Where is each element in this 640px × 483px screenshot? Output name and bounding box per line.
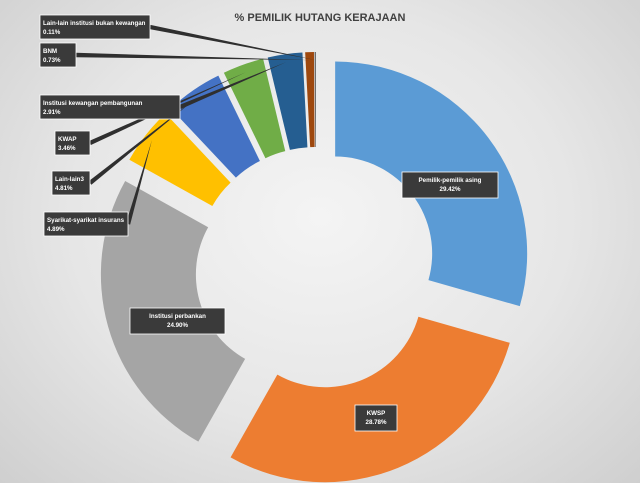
data-label-bnm: BNM 0.73%: [39, 42, 77, 68]
data-label-value: 0.73%: [43, 57, 61, 64]
data-label-name: Pemilik-pemilik asing: [419, 177, 482, 184]
slice-kwap: [223, 58, 286, 159]
data-label-name: Lain-lain institusi bukan kewangan: [43, 20, 146, 27]
slice-syarikat-syarikat-insurans: [129, 113, 231, 207]
slice-kwsp: [230, 316, 510, 483]
leader-line-lain-lain-institusi-bukan-kewangan: [149, 24, 316, 61]
data-label-value: 4.89%: [47, 226, 65, 233]
data-label-box: [129, 307, 226, 335]
leader-line-bnm: [75, 52, 310, 61]
data-labels-group: Pemilik-pemilik asing 29.42% KWSP 28.78% Ins…: [39, 14, 499, 432]
data-label-value: 29.42%: [440, 186, 461, 193]
data-label-institusi-perbankan: Institusi perbankan 24.90%: [129, 307, 226, 335]
data-label-box: [354, 404, 398, 432]
data-label-name: BNM: [43, 48, 57, 55]
data-label-kwsp: KWSP 28.78%: [354, 404, 398, 432]
data-label-value: 28.78%: [366, 419, 387, 426]
data-label-lain-lain-institusi-bukan-kewangan: Lain-lain institusi bukan kewangan 0.11%: [39, 14, 151, 40]
data-label-name: Institusi perbankan: [149, 313, 206, 320]
slice-institusi-kewangan-pembangunan: [267, 52, 308, 150]
data-label-name: Lain-lain3: [55, 176, 84, 183]
data-label-box: [51, 170, 91, 196]
data-label-value: 3.46%: [58, 145, 76, 152]
data-label-box: [43, 211, 129, 237]
leader-line-syarikat-syarikat-insurans: [125, 140, 152, 225]
data-label-name: Institusi kewangan pembangunan: [43, 100, 143, 107]
data-label-box: [39, 94, 181, 120]
data-label-name: KWAP: [58, 136, 77, 143]
data-label-box: [39, 14, 151, 40]
data-label-name: KWSP: [367, 410, 386, 417]
leader-line-institusi-kewangan-pembangunan: [179, 62, 287, 110]
data-label-name: Syarikat-syarikat insurans: [47, 217, 125, 224]
data-label-institusi-kewangan-pembangunan: Institusi kewangan pembangunan 2.91%: [39, 94, 181, 120]
data-label-kwap: KWAP 3.46%: [54, 130, 91, 156]
data-label-pemilik-pemilik-asing: Pemilik-pemilik asing 29.42%: [401, 171, 499, 199]
chart-title: % PEMILIK HUTANG KERAJAAN: [235, 12, 406, 24]
slice-lain-lain-institusi-bukan-kewangan: [314, 52, 316, 148]
data-label-box: [401, 171, 499, 199]
data-label-lain-lain3: Lain-lain3 4.81%: [51, 170, 91, 196]
data-label-box: [39, 42, 77, 68]
data-label-value: 24.90%: [167, 322, 188, 329]
data-label-value: 2.91%: [43, 109, 61, 116]
data-label-value: 0.11%: [43, 29, 61, 36]
data-label-box: [54, 130, 91, 156]
slice-bnm: [305, 52, 315, 148]
data-label-syarikat-syarikat-insurans: Syarikat-syarikat insurans 4.89%: [43, 211, 129, 237]
data-label-value: 4.81%: [55, 185, 73, 192]
